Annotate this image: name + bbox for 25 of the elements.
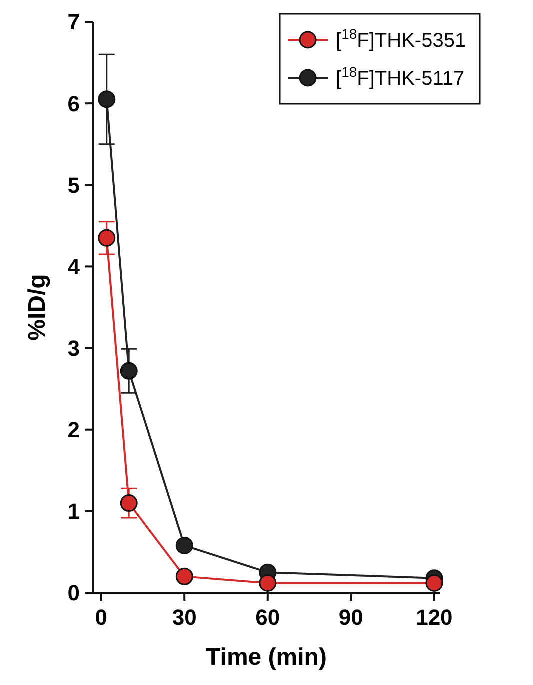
- point: [98, 90, 116, 108]
- y-tick-label: 3: [68, 336, 80, 361]
- x-tick-label: 0: [95, 605, 108, 630]
- y-tick-label: 5: [68, 172, 80, 198]
- point: [120, 494, 138, 512]
- x-tick-label: 60: [256, 605, 280, 630]
- point: [176, 536, 194, 554]
- y-tick-label: 2: [68, 418, 80, 443]
- legend-label: [$^{18}$F]THK-5351: [336, 26, 466, 52]
- x-tick-label: 30: [172, 605, 197, 630]
- y-tick-label: 7: [68, 10, 80, 35]
- y-tick-label: 4: [68, 254, 81, 280]
- point: [426, 574, 444, 592]
- x-axis-title: Time (min): [206, 644, 327, 671]
- y-axis-title: %ID/g: [24, 274, 51, 341]
- point: [176, 568, 194, 586]
- x-tick-label: 90: [338, 605, 364, 630]
- y-tick-label: 1: [68, 499, 80, 524]
- x-tick-label: 120: [416, 605, 453, 630]
- point: [98, 229, 116, 247]
- point: [259, 574, 277, 592]
- y-tick-label: 6: [68, 91, 80, 116]
- legend-label: [$^{18}$F]THK-5117: [336, 64, 465, 90]
- point: [120, 362, 138, 380]
- y-tick-label: 0: [68, 580, 80, 606]
